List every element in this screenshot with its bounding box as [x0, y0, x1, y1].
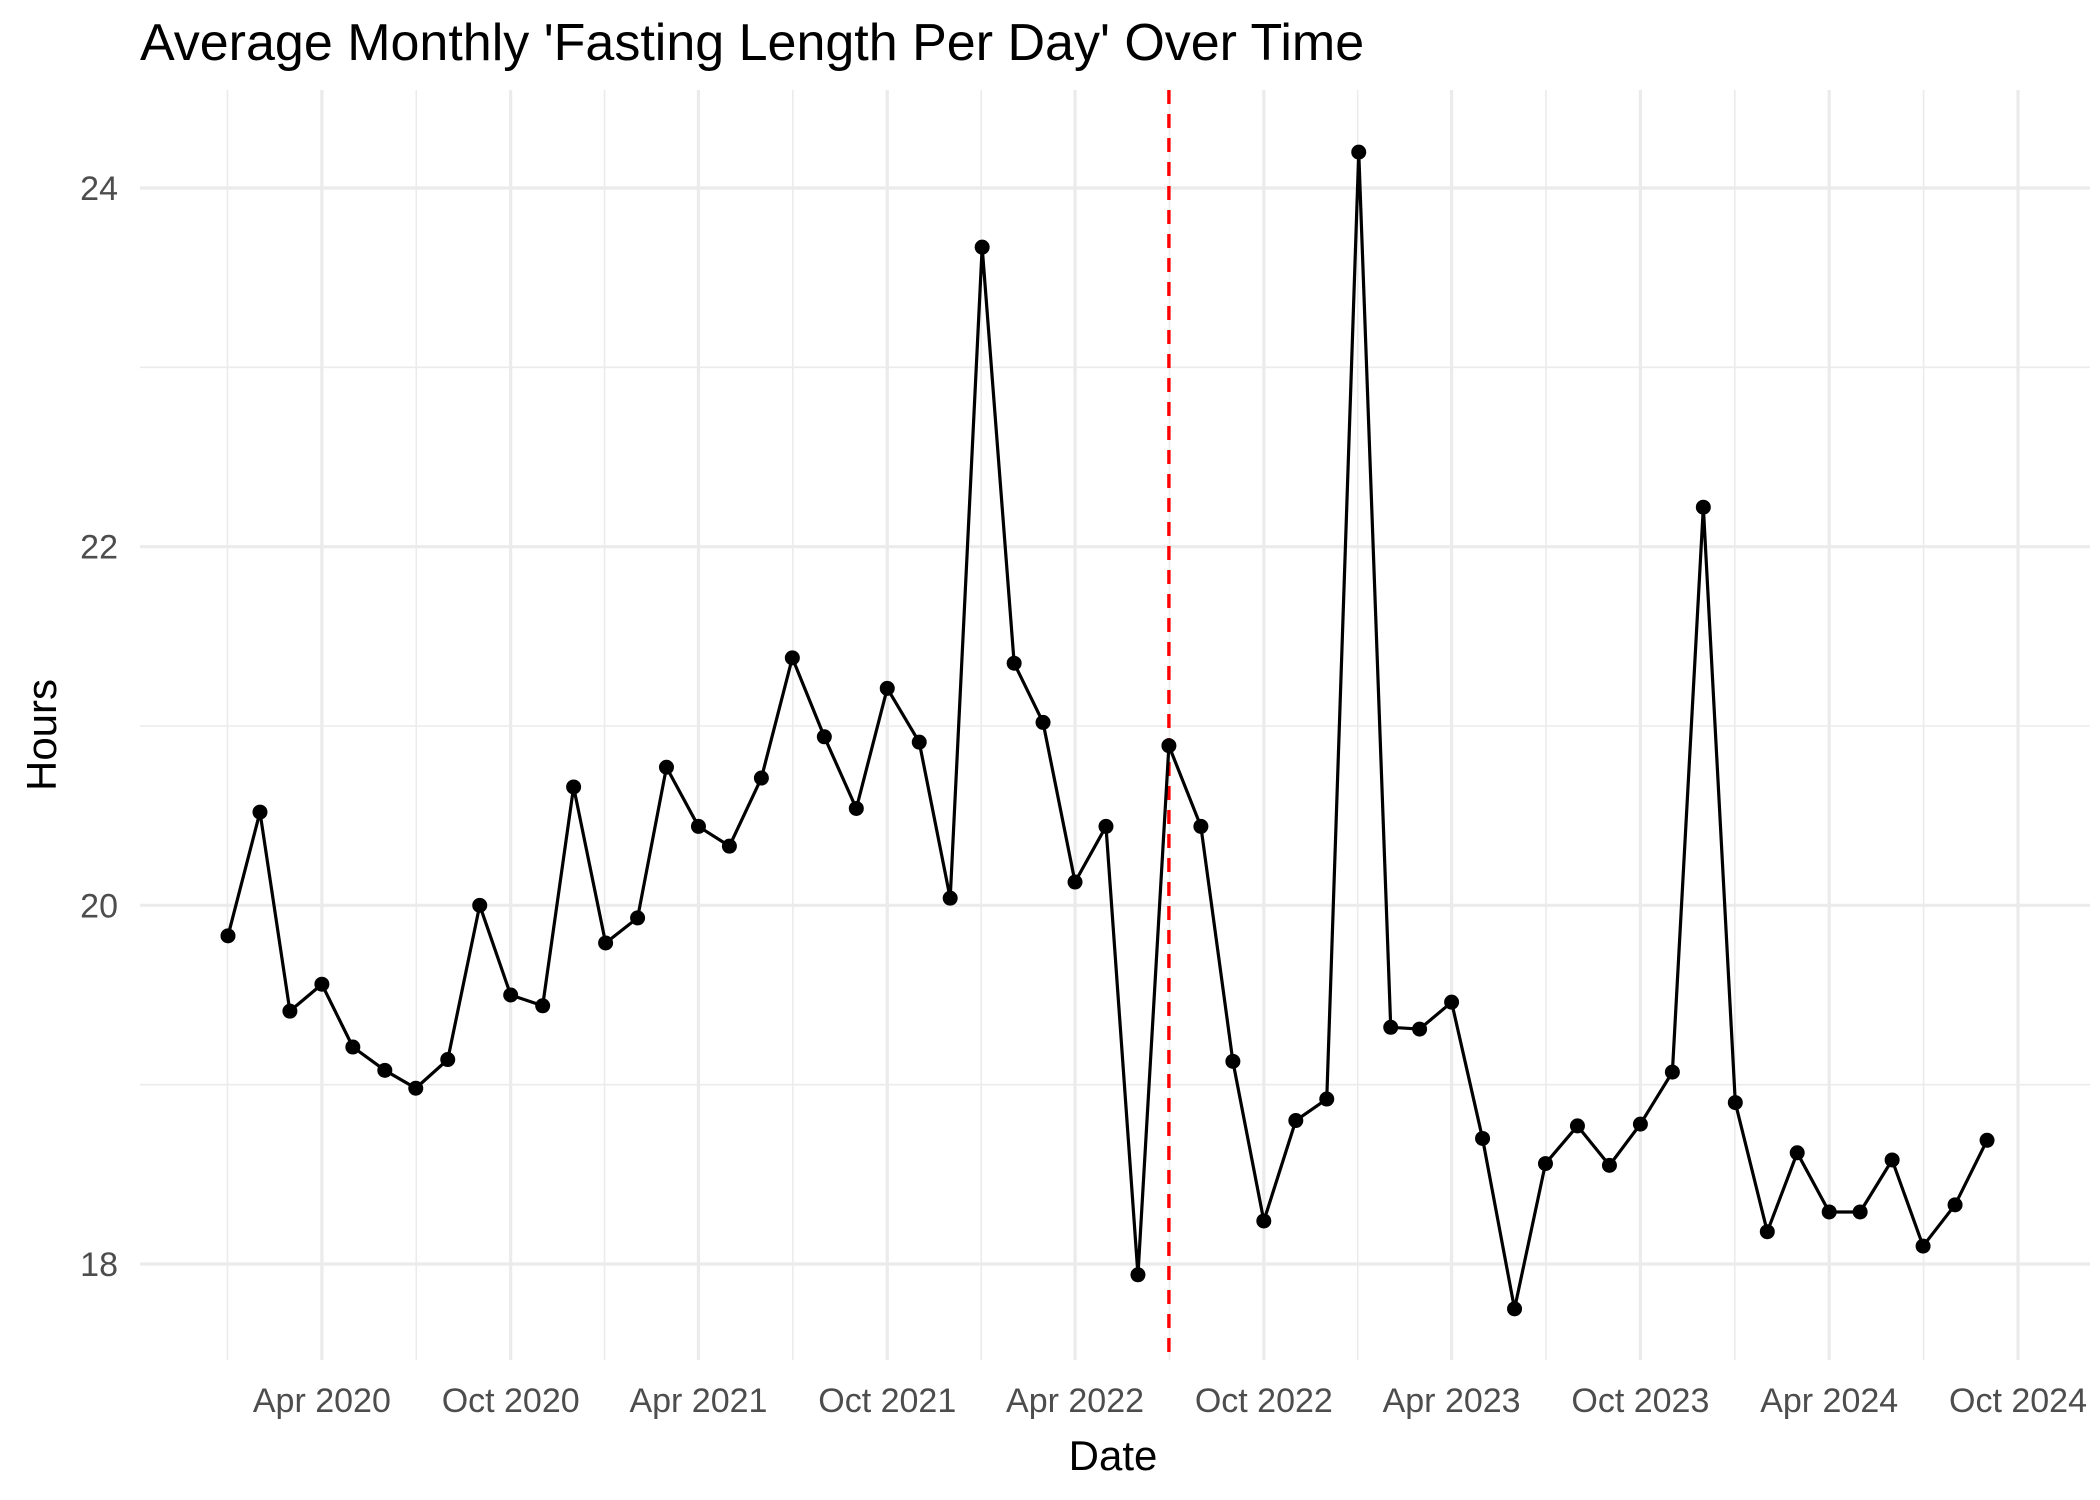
- data-point: [879, 680, 895, 696]
- x-tick-label: Oct 2024: [1949, 1382, 2087, 1420]
- y-tick-label: 20: [80, 887, 118, 925]
- data-point: [1852, 1204, 1868, 1220]
- data-point: [911, 734, 927, 750]
- data-point: [377, 1062, 393, 1078]
- data-point: [1351, 144, 1367, 160]
- data-point: [1632, 1116, 1648, 1132]
- data-point: [1979, 1132, 1995, 1148]
- data-point: [1035, 714, 1051, 730]
- x-tick-label: Oct 2021: [818, 1382, 956, 1420]
- data-point: [1664, 1064, 1680, 1080]
- x-tick-label: Oct 2023: [1571, 1382, 1709, 1420]
- data-point: [535, 998, 551, 1014]
- data-point: [1383, 1019, 1399, 1035]
- x-axis-title: Date: [1069, 1432, 1158, 1479]
- x-tick-label: Oct 2020: [442, 1382, 580, 1420]
- data-point: [974, 239, 990, 255]
- y-axis-title: Hours: [18, 679, 65, 791]
- data-point: [503, 987, 519, 1003]
- x-tick-label: Apr 2023: [1383, 1382, 1521, 1420]
- x-axis-ticks: Apr 2020 Oct 2020 Apr 2021 Oct 2021 Apr 2022…: [253, 1382, 2087, 1420]
- data-point: [1727, 1095, 1743, 1111]
- series-line: [226, 150, 1989, 1311]
- series-layer: [220, 144, 1995, 1317]
- data-point: [1569, 1118, 1585, 1134]
- data-point: [658, 759, 674, 775]
- data-point: [1161, 738, 1177, 754]
- data-point: [1507, 1301, 1523, 1317]
- data-point: [1475, 1130, 1491, 1146]
- data-point: [1130, 1267, 1146, 1283]
- x-tick-label: Apr 2021: [629, 1382, 767, 1420]
- data-point: [1006, 655, 1022, 671]
- y-axis-ticks: 18 20 22 24: [80, 170, 118, 1284]
- data-point: [1759, 1224, 1775, 1240]
- y-tick-label: 18: [80, 1246, 118, 1284]
- data-point: [753, 770, 769, 786]
- data-point: [721, 838, 737, 854]
- grid: [140, 90, 2090, 1360]
- data-point: [1444, 994, 1460, 1010]
- x-tick-label: Apr 2020: [253, 1382, 391, 1420]
- data-point: [1947, 1197, 1963, 1213]
- data-point: [848, 800, 864, 816]
- data-point: [1601, 1157, 1617, 1173]
- data-point: [942, 890, 958, 906]
- data-point: [598, 935, 614, 951]
- data-point: [282, 1003, 298, 1019]
- data-point: [252, 804, 268, 820]
- data-point: [1789, 1145, 1805, 1161]
- data-point: [1915, 1238, 1931, 1254]
- x-tick-label: Oct 2022: [1195, 1382, 1333, 1420]
- chart-title: Average Monthly 'Fasting Length Per Day'…: [140, 14, 1364, 72]
- y-tick-label: 24: [80, 170, 118, 208]
- data-point: [784, 650, 800, 666]
- data-point: [816, 729, 832, 745]
- data-point: [472, 897, 488, 913]
- data-point: [1256, 1213, 1272, 1229]
- data-point: [1695, 499, 1711, 515]
- data-point: [630, 910, 646, 926]
- data-point: [1537, 1156, 1553, 1172]
- data-point: [345, 1039, 361, 1055]
- data-point: [1319, 1091, 1335, 1107]
- data-point: [1193, 818, 1209, 834]
- data-point: [1412, 1021, 1428, 1037]
- data-point: [1067, 874, 1083, 890]
- data-point: [566, 779, 582, 795]
- y-tick-label: 22: [80, 529, 118, 567]
- data-point: [1884, 1152, 1900, 1168]
- data-point: [690, 818, 706, 834]
- data-point: [220, 928, 236, 944]
- x-tick-label: Apr 2022: [1006, 1382, 1144, 1420]
- data-point: [1225, 1053, 1241, 1069]
- data-point: [1098, 818, 1114, 834]
- data-point: [1288, 1113, 1304, 1129]
- data-point: [314, 976, 330, 992]
- data-point: [1821, 1204, 1837, 1220]
- data-point: [440, 1052, 456, 1068]
- x-tick-label: Apr 2024: [1760, 1382, 1898, 1420]
- data-point: [408, 1080, 424, 1096]
